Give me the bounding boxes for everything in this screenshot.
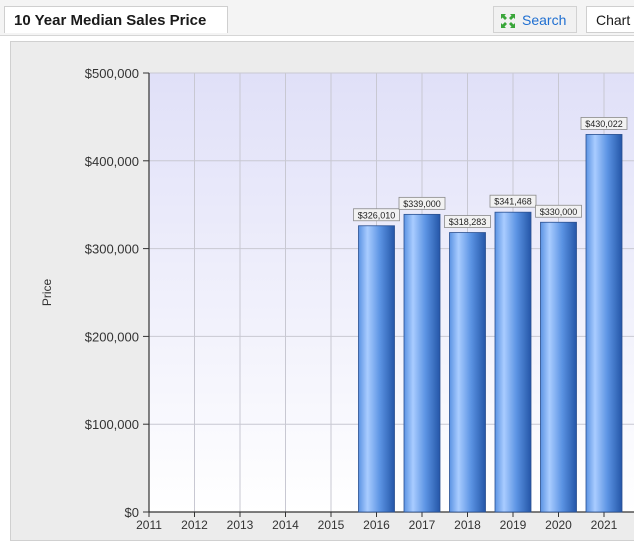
data-label: $318,283 <box>449 217 487 227</box>
search-label: Search <box>522 12 567 28</box>
x-tick-label: 2014 <box>272 518 299 532</box>
expand-icon <box>501 14 515 28</box>
y-tick-label: $500,000 <box>85 66 139 81</box>
y-tick-label: $400,000 <box>85 154 139 169</box>
x-tick-label: 2013 <box>227 518 254 532</box>
chart-title: 10 Year Median Sales Price <box>14 12 207 29</box>
x-tick-label: 2016 <box>363 518 390 532</box>
chart-header-bar: 10 Year Median Sales Price Search Chart <box>0 0 634 36</box>
x-tick-label: 2019 <box>500 518 527 532</box>
y-tick-label: $100,000 <box>85 417 139 432</box>
x-tick-label: 2021 <box>591 518 618 532</box>
title-tab: 10 Year Median Sales Price <box>4 6 228 33</box>
tab-chart-label: Chart <box>596 12 631 28</box>
data-label: $326,010 <box>358 210 396 220</box>
data-label-box <box>535 204 582 218</box>
data-label-box <box>580 117 628 130</box>
data-label: $339,000 <box>403 199 441 209</box>
header-divider <box>0 35 634 36</box>
bar-chart: $0 $100,000 $200,000 $300,000 $400,000 $500,0… <box>40 66 634 532</box>
data-label: $330,000 <box>540 207 578 217</box>
data-label: $341,468 <box>494 197 532 207</box>
y-tick-label: $0 <box>125 505 139 520</box>
bar <box>358 225 395 513</box>
bar <box>449 232 486 513</box>
bar <box>585 134 623 513</box>
bar <box>540 221 577 513</box>
x-tick-label: 2012 <box>181 518 208 532</box>
x-tick-label: 2020 <box>545 518 572 532</box>
y-tick-label: $200,000 <box>85 329 139 344</box>
y-tick-label: $300,000 <box>85 242 139 257</box>
x-tick-label: 2015 <box>318 518 345 532</box>
data-label-box <box>489 194 537 208</box>
bar <box>403 213 441 513</box>
data-label-box <box>444 215 491 228</box>
x-tick-label: 2018 <box>454 518 481 532</box>
x-tick-label: 2011 <box>136 518 162 532</box>
search-button[interactable]: Search <box>493 6 577 33</box>
tab-chart[interactable]: Chart <box>586 6 634 33</box>
bar <box>494 211 532 513</box>
y-axis-label: Price <box>40 279 54 307</box>
chart-panel: $0 $100,000 $200,000 $300,000 $400,000 $500,0… <box>10 41 634 541</box>
data-label-box <box>398 196 446 210</box>
x-tick-label: 2017 <box>409 518 436 532</box>
data-label: $430,022 <box>585 119 623 129</box>
data-label-box <box>353 208 400 222</box>
